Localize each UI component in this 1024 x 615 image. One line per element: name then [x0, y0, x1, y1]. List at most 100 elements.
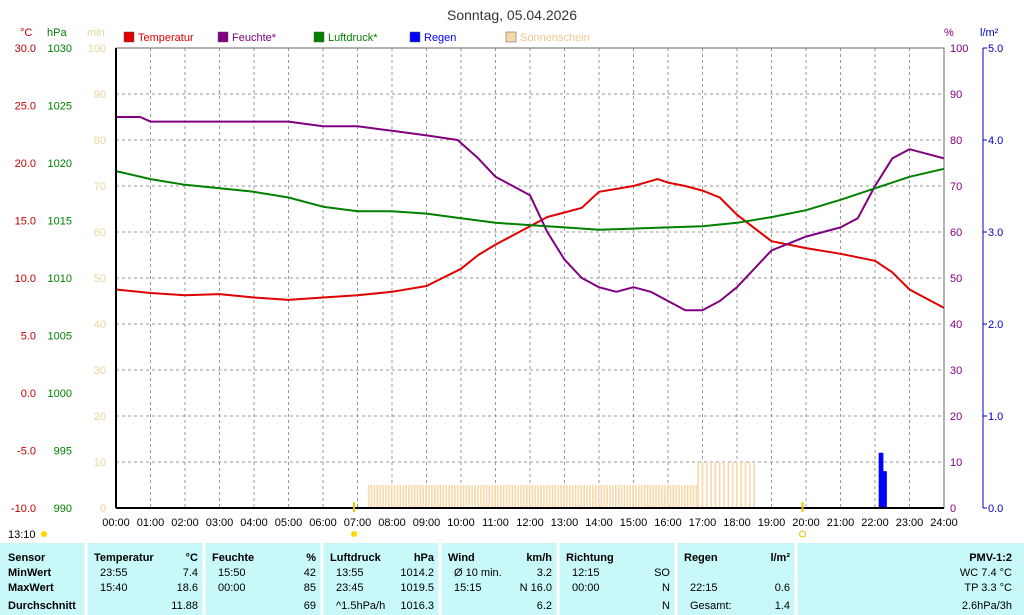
hum-tick-label: 100: [950, 43, 968, 55]
sunshine-bar: [370, 485, 373, 508]
temp-tick-label: 20.0: [15, 158, 36, 170]
sunshine-bar: [422, 485, 425, 508]
sunshine-bar: [629, 485, 631, 508]
sunshine-bar: [448, 485, 450, 508]
sunshine-bar: [617, 485, 620, 508]
x-tick-label: 02:00: [171, 517, 199, 529]
hum-tick-label: 40: [950, 319, 962, 331]
x-tick-label: 17:00: [689, 517, 717, 529]
pressure-unit: hPa: [47, 27, 67, 39]
temp-tick-label: 0.0: [21, 388, 36, 400]
sunshine-bar: [396, 485, 399, 508]
x-tick-label: 18:00: [723, 517, 751, 529]
sunshine-bar: [710, 462, 712, 508]
sunshine-bar: [373, 485, 376, 508]
sunshine-bar: [537, 485, 540, 508]
legend: Temperatur Feuchte* Luftdruck* Regen Sonnens…: [123, 31, 590, 44]
sun-tick-label: 80: [94, 135, 106, 147]
column-unit: km/h: [526, 552, 552, 564]
sunshine-bar: [459, 485, 462, 508]
cell-value: SO: [654, 567, 670, 579]
press-tick-label: 1000: [48, 388, 72, 400]
temp-tick-label: 25.0: [15, 101, 36, 113]
sunshine-bar: [520, 485, 522, 508]
column-header: Luftdruck: [330, 552, 382, 564]
sunshine-bar: [597, 485, 600, 508]
sunshine-bar: [399, 485, 402, 508]
sunshine-bar: [528, 485, 531, 508]
sunshine-bar: [456, 485, 459, 508]
sunshine-bar: [479, 485, 482, 508]
sunshine-bar: [494, 485, 496, 508]
sunshine-bar: [445, 485, 448, 508]
cell-time: 23:45: [336, 582, 364, 594]
cell-value: 69: [304, 600, 316, 612]
cell-value: N: [662, 582, 670, 594]
sunshine-bar: [508, 485, 511, 508]
sunshine-bar: [571, 485, 574, 508]
sunshine-bar: [689, 485, 692, 508]
sunshine-bar: [646, 485, 649, 508]
sunshine-bar: [474, 485, 476, 508]
press-tick-label: 1010: [48, 273, 72, 285]
sunshine-bar: [367, 485, 370, 508]
sunshine-bar: [640, 485, 643, 508]
sunshine-bar: [652, 485, 654, 508]
temp-tick-label: 10.0: [15, 273, 36, 285]
legend-swatch: [409, 31, 421, 43]
hum-tick-label: 70: [950, 181, 962, 193]
temp-unit: °C: [20, 27, 32, 39]
sunshine-bar: [410, 485, 413, 508]
sunshine-bar: [482, 485, 485, 508]
sunshine-bar: [500, 485, 502, 508]
humidity-line: [116, 116, 945, 312]
sunshine-bar: [543, 485, 545, 508]
x-tick-label: 19:00: [758, 517, 786, 529]
cell-time: 00:00: [572, 582, 600, 594]
sunshine-bar: [502, 485, 505, 508]
x-tick-label: 22:00: [861, 517, 889, 529]
legend-label: Luftdruck*: [328, 32, 378, 44]
cell-time: 15:50: [218, 567, 246, 579]
column-unit: l/m²: [770, 552, 790, 564]
pressure-line: [115, 167, 945, 231]
rain-tick-label: 5.0: [988, 43, 1003, 55]
column-header: Richtung: [566, 552, 614, 564]
x-tick-label: 00:00: [102, 517, 130, 529]
x-tick-label: 16:00: [654, 517, 682, 529]
sunshine-bar: [672, 485, 675, 508]
sunshine-bar: [439, 485, 442, 508]
sunshine-bar: [609, 485, 611, 508]
rain-tick-label: 4.0: [988, 135, 1003, 147]
legend-label: Regen: [424, 32, 456, 44]
cell-value: 6.2: [537, 600, 552, 612]
sunshine-bar: [731, 462, 734, 508]
sunshine-bar: [632, 485, 634, 508]
sunshine-bar: [681, 485, 683, 508]
sunshine-bar: [635, 485, 637, 508]
sunshine-bar: [683, 485, 686, 508]
humidity-unit: %: [944, 27, 954, 39]
x-tick-label: 06:00: [309, 517, 337, 529]
rain-tick-label: 3.0: [988, 227, 1003, 239]
x-tick-label: 20:00: [792, 517, 820, 529]
sun-tick-label: 60: [94, 227, 106, 239]
sunrise-icon: [351, 531, 358, 537]
x-tick-label: 21:00: [827, 517, 855, 529]
pmv-header: PMV-1:2: [969, 552, 1012, 564]
sunshine-bar: [551, 485, 554, 508]
sun-tick-label: 10: [94, 457, 106, 469]
sunshine-bar: [649, 485, 652, 508]
press-tick-label: 1025: [48, 101, 72, 113]
temperature-line: [115, 178, 945, 309]
sunshine-bar: [692, 485, 695, 508]
x-tick-label: 11:00: [482, 517, 509, 529]
sunshine-bar: [548, 485, 551, 508]
sunshine-bar: [442, 485, 445, 508]
pmv-tp: TP 3.3 °C: [964, 582, 1012, 594]
sunshine-bar: [451, 485, 453, 508]
x-tick-label: 10:00: [447, 517, 475, 529]
rain-tick-label: 2.0: [988, 319, 1003, 331]
sunshine-bar: [620, 485, 623, 508]
sunshine-bar: [416, 485, 419, 508]
